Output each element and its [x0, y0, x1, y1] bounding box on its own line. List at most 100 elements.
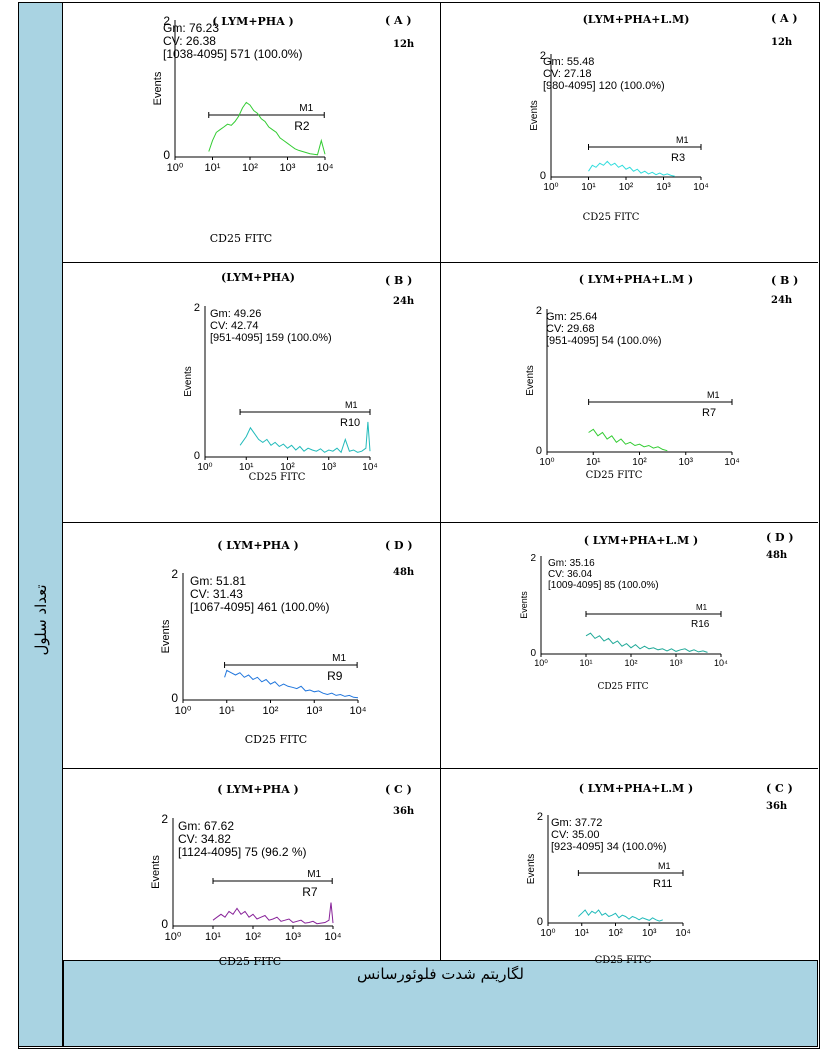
x-tick-label: 10³ — [679, 457, 694, 468]
stat-gm: Gm: 67.62 — [178, 819, 234, 833]
x-tick-label: 10² — [263, 705, 279, 717]
y-axis-label: Events — [183, 366, 194, 397]
x-tick-label: 10² — [608, 928, 623, 939]
x-tick-label: 10¹ — [205, 162, 221, 174]
histogram-curve — [208, 101, 326, 156]
x-axis-label: CD25 FITC — [245, 733, 307, 746]
stat-cv: CV: 36.04 — [548, 569, 593, 580]
stat-cv: CV: 35.00 — [551, 829, 600, 841]
panel-letter: ( B ) — [385, 274, 412, 287]
grid-divider-row-1 — [63, 262, 818, 263]
stat-gate: [1124-4095] 75 (96.2 %) — [178, 845, 307, 859]
panel-time: 12h — [393, 39, 415, 50]
stat-gate: [923-4095] 34 (100.0%) — [551, 841, 667, 853]
stat-gate: [1067-4095] 461 (100.0%) — [190, 600, 329, 614]
panel-title: ( LYM+PHA+L.M ) — [584, 534, 699, 547]
stat-cv: CV: 31.43 — [190, 587, 243, 601]
y-tick-zero: 0 — [163, 148, 170, 162]
y-tick-top: 2 — [540, 50, 546, 62]
x-tick-label: 10³ — [285, 931, 301, 943]
panel-time: 48h — [393, 567, 415, 578]
stat-cv: CV: 29.68 — [546, 323, 595, 335]
panel-title: ( LYM+PHA ) — [212, 15, 294, 28]
panel-letter: ( D ) — [385, 539, 413, 552]
stat-gm: Gm: 35.16 — [548, 558, 595, 569]
stat-gate: [1038-4095] 571 (100.0%) — [163, 47, 302, 61]
panel-time: 36h — [766, 801, 788, 812]
y-axis-label: Events — [160, 619, 172, 653]
grid-divider-vertical — [440, 2, 441, 960]
histogram-panel: ( LYM+PHA ) ( A ) 12h Gm: 76.23 CV: 26.38 [10… — [63, 2, 440, 262]
x-tick-label: 10¹ — [581, 182, 596, 193]
panel-title: ( LYM+PHA ) — [217, 539, 299, 552]
panel-time: 36h — [393, 806, 415, 817]
y-tick-zero: 0 — [537, 916, 543, 928]
stat-cv: CV: 34.82 — [178, 832, 231, 846]
panel-time: 12h — [771, 37, 793, 48]
y-tick-zero: 0 — [530, 648, 536, 659]
y-axis-label: Events — [150, 855, 162, 889]
panel-time: 24h — [771, 295, 793, 306]
gate-marker-label: M1 — [332, 653, 346, 664]
x-tick-label: 10³ — [642, 928, 657, 939]
x-tick-label: 10³ — [306, 705, 322, 717]
y-axis-label: Events — [529, 100, 540, 131]
gate-marker-label: M1 — [707, 390, 720, 400]
stat-cv: CV: 27.18 — [543, 68, 592, 80]
stat-gm: Gm: 37.72 — [551, 817, 602, 829]
grid-divider-row-3 — [63, 768, 818, 769]
y-axis-label: Events — [519, 591, 529, 619]
x-tick-label: 10¹ — [219, 705, 235, 717]
gate-region-label: R9 — [327, 669, 343, 683]
histogram-panel: (LYM+PHA+L.M) ( A ) 12h Gm: 55.48 CV: 27.18[… — [441, 2, 818, 262]
x-tick-label: 10⁴ — [317, 162, 334, 174]
histogram-curve — [578, 909, 663, 922]
x-tick-label: 10⁰ — [175, 705, 192, 717]
x-axis-label: CD25 FITC — [597, 682, 648, 692]
histogram-curve — [239, 421, 371, 454]
x-axis-label-cell — [63, 960, 818, 1047]
x-tick-label: 10² — [280, 462, 295, 473]
x-tick-label: 10¹ — [586, 457, 601, 468]
x-tick-label: 10¹ — [239, 462, 254, 473]
histogram-curve — [588, 160, 675, 177]
gate-region-label: R3 — [671, 152, 685, 164]
x-tick-label: 10⁰ — [197, 462, 212, 473]
x-tick-label: 10² — [245, 931, 261, 943]
y-tick-top: 2 — [194, 302, 200, 314]
x-tick-label: 10⁴ — [724, 457, 739, 468]
x-tick-label: 10² — [624, 658, 637, 668]
figure-x-label: لگاریتم شدت فلوئورسانس — [357, 965, 524, 983]
x-tick-label: 10² — [619, 182, 634, 193]
histogram-curve — [585, 632, 708, 653]
x-tick-label: 10⁰ — [534, 658, 548, 668]
gate-region-label: R11 — [653, 878, 672, 890]
stat-gate: [951-4095] 159 (100.0%) — [210, 332, 332, 344]
y-tick-top: 2 — [530, 553, 536, 564]
x-tick-label: 10¹ — [575, 928, 590, 939]
x-tick-label: 10² — [242, 162, 258, 174]
x-tick-label: 10³ — [322, 462, 337, 473]
panel-letter: ( D ) — [766, 531, 794, 544]
histogram-curve — [588, 428, 668, 452]
y-tick-top: 2 — [163, 14, 170, 28]
y-tick-zero: 0 — [171, 691, 178, 705]
histogram-panel: ( LYM+PHA+L.M ) ( C ) 36h Gm: 37.72 CV: 35.0… — [441, 768, 818, 966]
y-axis-label: Events — [526, 854, 537, 885]
x-tick-label: 10⁴ — [714, 658, 728, 668]
histogram-curve — [212, 902, 334, 925]
stat-gm: Gm: 49.26 — [210, 308, 261, 320]
gate-region-label: R2 — [294, 119, 310, 133]
x-tick-label: 10⁰ — [540, 928, 555, 939]
y-axis-label: Events — [152, 71, 164, 105]
x-tick-label: 10⁰ — [539, 457, 554, 468]
x-tick-label: 10³ — [280, 162, 296, 174]
y-tick-top: 2 — [536, 305, 542, 317]
histogram-panel: ( LYM+PHA ) ( C ) 36h Gm: 67.62 CV: 34.82 [11… — [63, 768, 440, 968]
